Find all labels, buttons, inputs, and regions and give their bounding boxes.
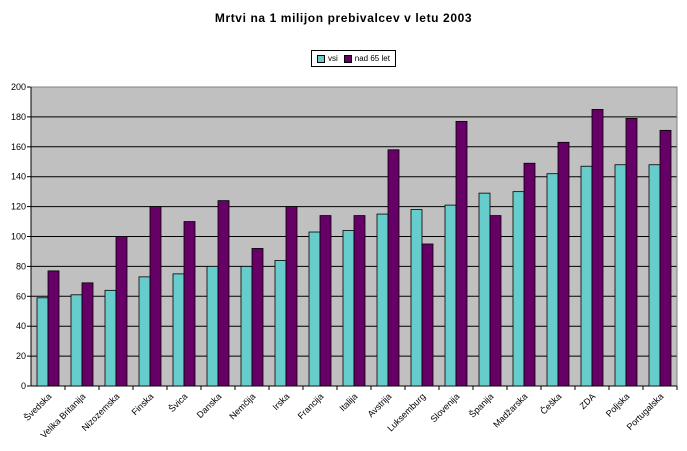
legend-item-vsi: vsi <box>317 54 338 63</box>
x-tick-label-8: Francija <box>296 391 326 421</box>
y-tick-label-60: 60 <box>16 291 26 301</box>
bar-vsi-15 <box>546 173 559 387</box>
bar-nad-65-10 <box>387 149 400 387</box>
bar-nad-65-3 <box>149 206 162 387</box>
x-tick-label-12: Slovenija <box>429 391 462 424</box>
bar-nad-65-13 <box>489 215 502 387</box>
bar-vsi-18 <box>648 164 661 387</box>
bar-vsi-12 <box>444 204 457 387</box>
bar-nad-65-11 <box>421 243 434 387</box>
bar-nad-65-6 <box>251 248 264 387</box>
bar-vsi-5 <box>206 265 219 387</box>
bar-vsi-0 <box>36 297 49 387</box>
bar-vsi-16 <box>580 165 593 387</box>
legend-item-nad-65: nad 65 let <box>343 54 390 63</box>
bar-vsi-10 <box>376 213 389 387</box>
y-tick-label-180: 180 <box>11 112 26 122</box>
bar-vsi-1 <box>70 294 83 387</box>
bar-vsi-13 <box>478 192 491 387</box>
x-tick-label-3: Finska <box>130 391 156 417</box>
x-tick-label-10: Avstrija <box>366 391 394 419</box>
x-tick-label-18: Portugalska <box>625 391 666 432</box>
y-tick-label-100: 100 <box>11 232 26 242</box>
y-tick-label-140: 140 <box>11 172 26 182</box>
x-tick-label-15: Češka <box>538 391 563 416</box>
y-tick-label-200: 200 <box>11 82 26 92</box>
bar-vsi-3 <box>138 276 151 387</box>
bar-vsi-17 <box>614 164 627 387</box>
legend-label-vsi: vsi <box>328 54 338 63</box>
bar-nad-65-18 <box>659 129 672 387</box>
bar-vsi-14 <box>512 191 525 387</box>
bar-nad-65-9 <box>353 215 366 387</box>
bar-nad-65-5 <box>217 200 230 387</box>
legend-swatch-nad-65 <box>343 54 352 63</box>
bar-nad-65-12 <box>455 120 468 387</box>
bar-vsi-8 <box>308 231 321 387</box>
bar-nad-65-4 <box>183 221 196 387</box>
bar-vsi-11 <box>410 209 423 387</box>
bar-nad-65-2 <box>115 236 128 387</box>
y-tick-label-40: 40 <box>16 321 26 331</box>
x-tick-label-16: ZDA <box>578 391 598 411</box>
y-tick-label-80: 80 <box>16 261 26 271</box>
y-tick-label-160: 160 <box>11 142 26 152</box>
y-tick-label-120: 120 <box>11 202 26 212</box>
bar-vsi-7 <box>274 260 287 387</box>
bar-vsi-6 <box>240 265 253 387</box>
x-tick-label-17: Poljska <box>604 391 632 419</box>
bar-nad-65-8 <box>319 215 332 387</box>
bar-nad-65-15 <box>557 141 570 387</box>
bar-nad-65-0 <box>47 270 60 387</box>
bar-vsi-9 <box>342 230 355 387</box>
bar-nad-65-1 <box>81 282 94 387</box>
x-tick-label-6: Nemčija <box>227 391 257 421</box>
x-tick-label-13: Španija <box>467 391 495 419</box>
bar-nad-65-16 <box>591 109 604 387</box>
bar-nad-65-17 <box>625 117 638 387</box>
y-tick-label-0: 0 <box>21 381 26 391</box>
x-tick-label-7: Irska <box>271 391 292 412</box>
x-tick-label-4: Švica <box>167 391 190 414</box>
chart-title: Mrtvi na 1 milijon prebivalcev v letu 20… <box>214 11 473 25</box>
bar-nad-65-14 <box>523 162 536 387</box>
legend-swatch-vsi <box>317 54 325 63</box>
bar-vsi-2 <box>104 289 117 387</box>
y-tick-label-20: 20 <box>16 351 26 361</box>
x-tick-label-14: Madžarska <box>491 391 529 429</box>
legend-label-nad-65: nad 65 let <box>354 54 390 63</box>
legend: vsi nad 65 let <box>311 50 396 67</box>
x-tick-label-0: Švedska <box>22 391 53 422</box>
x-tick-label-5: Danska <box>195 391 224 420</box>
x-tick-label-9: Italija <box>337 391 359 413</box>
bar-vsi-4 <box>172 273 185 387</box>
bar-nad-65-7 <box>285 206 298 387</box>
